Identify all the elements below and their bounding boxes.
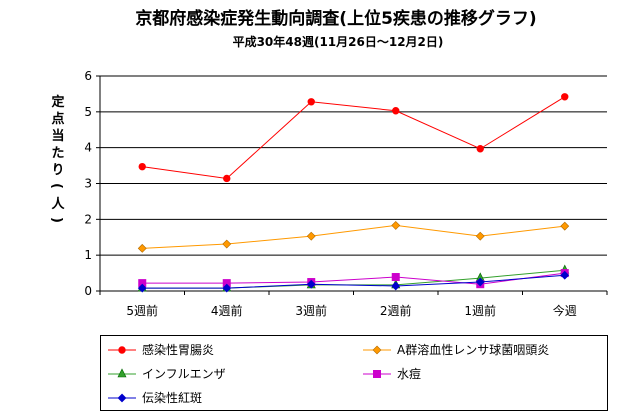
data-point — [222, 239, 232, 249]
y-axis-label-char: 点 — [51, 111, 64, 127]
data-point — [475, 277, 485, 287]
data-point — [307, 98, 315, 106]
series-2 — [137, 264, 570, 292]
data-point — [138, 162, 146, 171]
y-tick-label: 1 — [84, 248, 92, 262]
data-point — [137, 243, 147, 253]
y-tick-label: 4 — [84, 141, 92, 155]
data-point — [392, 107, 400, 115]
gridlines — [100, 75, 607, 256]
legend-label: 感染性胃腸炎 — [142, 342, 214, 357]
data-point — [117, 368, 127, 378]
series-line — [142, 272, 565, 285]
y-axis-label-char: 人 — [51, 196, 65, 212]
series-line — [142, 96, 566, 180]
legend-label: 水痘 — [397, 366, 421, 381]
legend-label: A群溶血性レンサ球菌咽頭炎 — [397, 342, 549, 357]
data-point — [137, 283, 147, 293]
y-tick-labels: 0 1 2 3 4 5 6 — [84, 69, 92, 298]
y-tick-label: 0 — [84, 284, 92, 298]
series-line — [142, 274, 565, 289]
x-tick-labels: 5週前 4週前 3週前 2週前 1週前 今週 — [126, 303, 576, 318]
data-point — [391, 273, 400, 282]
y-tick-label: 5 — [84, 105, 92, 119]
chart-title: 京都府感染症発生動向調査(上位5疾患の推移グラフ) — [135, 8, 536, 29]
data-point — [117, 393, 127, 403]
data-point — [391, 221, 401, 230]
data-point — [118, 346, 126, 354]
x-tick-label: 4週前 — [211, 303, 243, 318]
y-axis-label-char: り — [51, 163, 64, 178]
data-point — [560, 221, 570, 231]
legend-label: 伝染性紅斑 — [142, 390, 202, 405]
data-point — [391, 281, 401, 291]
data-point — [223, 174, 231, 183]
data-point — [222, 283, 232, 293]
data-point — [475, 231, 485, 241]
y-axis-label-char: 当 — [51, 128, 64, 144]
chart-subtitle: 平成30年48週(11月26日〜12月2日) — [233, 34, 444, 49]
x-tick-label: 1週前 — [464, 303, 496, 318]
x-tick-label: 5週前 — [126, 303, 158, 318]
y-axis-label-char: ( — [49, 183, 64, 189]
series-0 — [138, 93, 569, 183]
y-tick-label: 6 — [84, 69, 92, 83]
series-lines — [137, 93, 570, 293]
y-axis-label-char: た — [51, 146, 64, 161]
legend-item: インフルエンザ — [108, 367, 226, 381]
x-tick-label: 2週前 — [380, 303, 412, 318]
legend-item: 伝染性紅斑 — [108, 390, 202, 405]
legend-box — [100, 335, 608, 411]
legend-item: A群溶血性レンサ球菌咽頭炎 — [363, 342, 549, 357]
legend-item: 水痘 — [363, 366, 421, 381]
y-tick-label: 2 — [84, 212, 92, 226]
data-point — [373, 370, 381, 378]
legend-item: 感染性胃腸炎 — [108, 342, 214, 357]
x-tick-label: 3週前 — [295, 303, 327, 318]
data-point — [306, 279, 316, 289]
series-1 — [137, 221, 570, 253]
data-point — [560, 270, 570, 280]
data-point — [561, 93, 569, 101]
x-tick-label: 今週 — [553, 303, 577, 318]
series-4 — [137, 270, 570, 293]
series-line — [142, 224, 565, 249]
data-point — [306, 231, 316, 241]
axes — [96, 75, 608, 295]
data-point — [372, 345, 382, 355]
legend-label: インフルエンザ — [142, 367, 226, 381]
data-point — [476, 145, 484, 153]
y-tick-label: 3 — [84, 177, 92, 191]
y-axis-label-char: ) — [49, 217, 64, 223]
y-axis-label-char: 定 — [50, 94, 64, 110]
